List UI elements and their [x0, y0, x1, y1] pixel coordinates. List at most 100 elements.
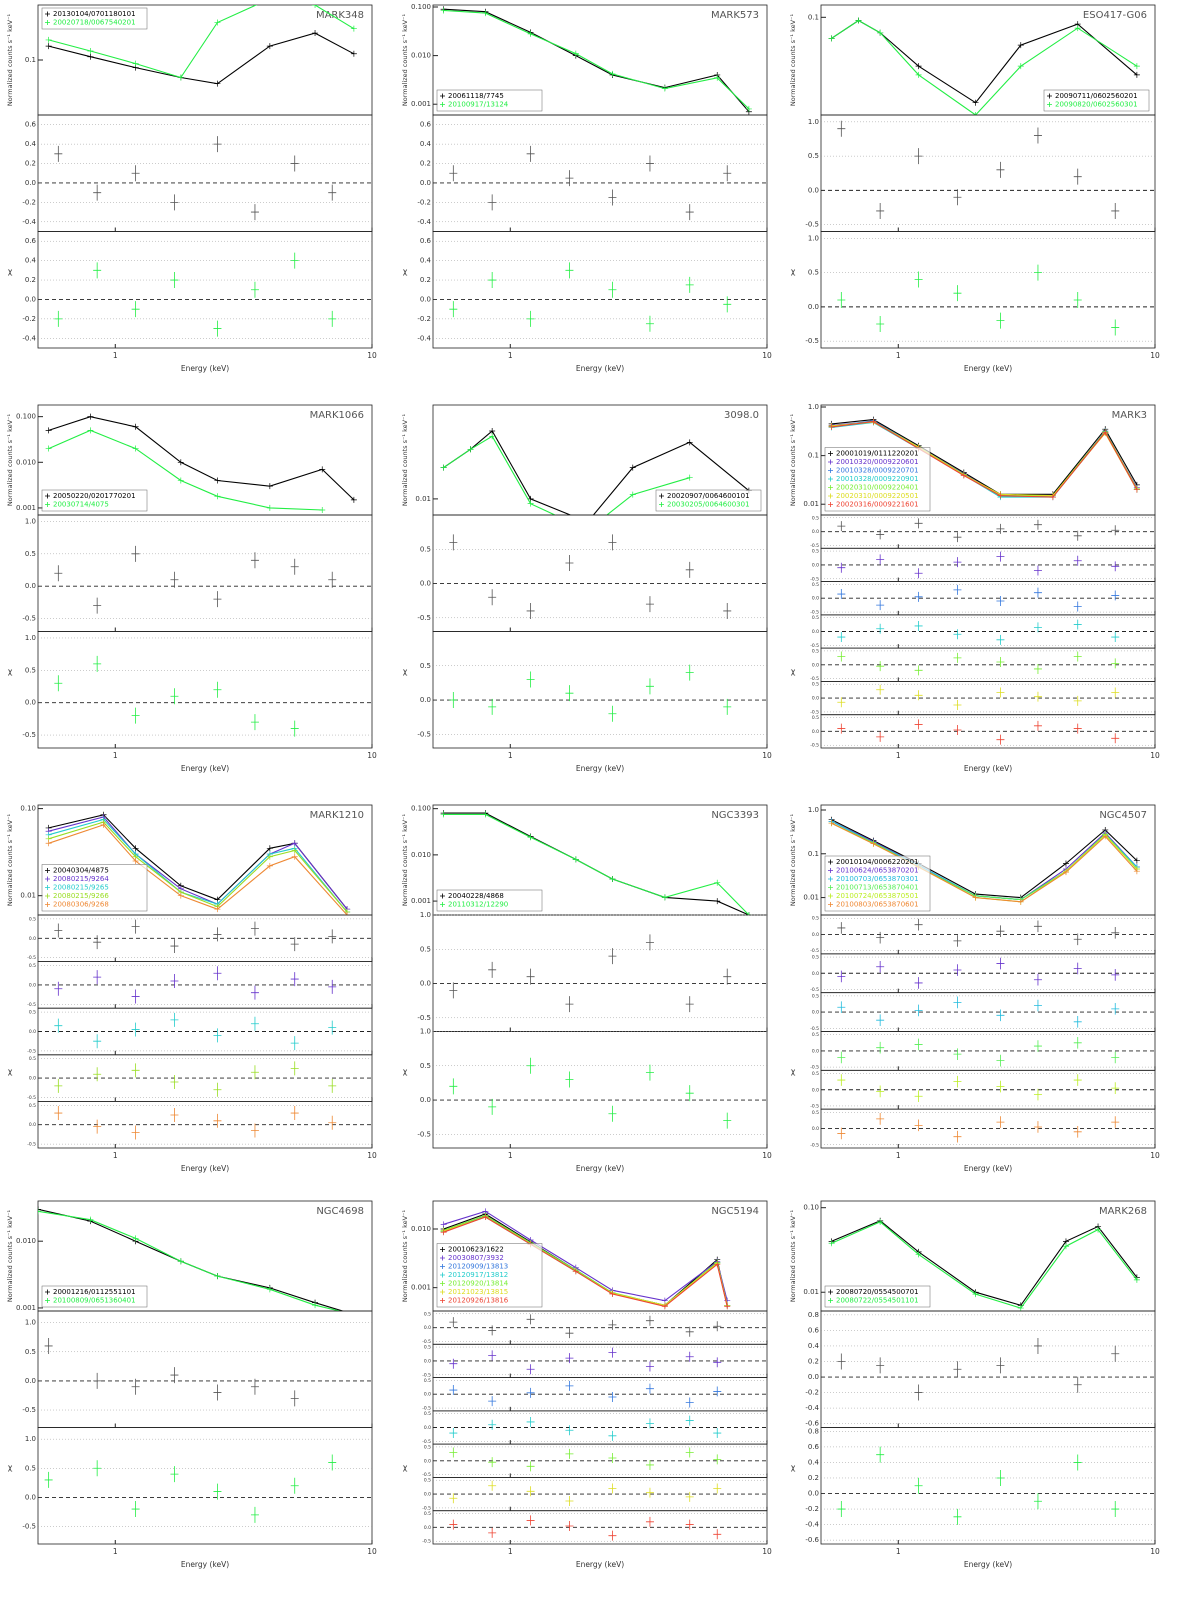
- legend-marker: [45, 876, 50, 882]
- data-point: [87, 1216, 94, 1223]
- data-point: [1017, 1305, 1024, 1311]
- residual-point: [213, 1028, 222, 1043]
- y-axis-label: Normalized counts s⁻¹ keV⁻¹: [6, 14, 14, 107]
- legend-label: 20040304/4875: [53, 867, 109, 875]
- residual-point: [328, 979, 337, 994]
- residual-point: [713, 1529, 722, 1540]
- data-point: [440, 464, 447, 471]
- r-tick-label: 0.5: [420, 662, 431, 670]
- model-line: [443, 1210, 728, 1302]
- residual-point: [1111, 1003, 1120, 1015]
- legend-marker: [45, 20, 50, 25]
- y-axis-label: Normalized counts s⁻¹ keV⁻¹: [789, 414, 797, 507]
- r-tick-label: 0.4: [420, 140, 432, 148]
- r-tick-label: -0.5: [422, 1406, 431, 1412]
- residual-point: [328, 1078, 337, 1093]
- data-point: [45, 445, 52, 452]
- model-line: [831, 1220, 1138, 1306]
- data-point: [724, 1303, 731, 1310]
- legend-marker: [440, 1272, 445, 1278]
- x-tick-label: 10: [367, 1547, 377, 1556]
- x-tick-label: 1: [113, 1151, 118, 1160]
- residual-point: [1111, 733, 1120, 744]
- residual-point: [608, 705, 617, 722]
- residual-point: [685, 1415, 694, 1426]
- r-tick-label: -0.5: [422, 1505, 431, 1511]
- r-tick-label: -0.5: [22, 731, 36, 739]
- residual-point: [608, 1430, 617, 1441]
- residual-point: [449, 1358, 458, 1369]
- y-axis-label: Normalized counts s⁻¹ keV⁻¹: [401, 814, 409, 907]
- residual-point: [170, 571, 179, 588]
- residual-point: [953, 1048, 962, 1060]
- residual-point: [93, 655, 102, 672]
- residual-point: [837, 970, 846, 983]
- residual-point: [1073, 1015, 1082, 1028]
- r-tick-label: 0.5: [812, 582, 819, 588]
- legend-label: 20020316/0009221601: [836, 501, 919, 509]
- residual-frame: [432, 514, 768, 632]
- data-point: [266, 43, 273, 50]
- residual-point: [876, 1085, 885, 1098]
- residual-frame: [432, 1031, 768, 1149]
- r-tick-label: 0.0: [812, 596, 819, 602]
- r-tick-label: 0.5: [424, 1411, 431, 1417]
- y-axis-label: Normalized counts s⁻¹ keV⁻¹: [6, 414, 14, 507]
- residual-point: [608, 1530, 617, 1541]
- residual-point: [685, 204, 694, 221]
- data-point: [350, 25, 357, 32]
- r-tick-label: 1.0: [808, 118, 819, 126]
- r-tick-label: -0.5: [810, 610, 819, 616]
- chart-title: MARK573: [711, 10, 759, 21]
- legend-marker: [659, 493, 664, 499]
- residual-point: [565, 554, 574, 571]
- residual-point: [1033, 999, 1042, 1012]
- r-tick-label: -0.5: [422, 1472, 431, 1478]
- residual-point: [953, 189, 962, 206]
- residual-point: [645, 678, 654, 695]
- data-point: [972, 99, 979, 106]
- residual-axis-label: χ: [8, 1067, 13, 1076]
- residual-point: [449, 1385, 458, 1396]
- residual-point: [449, 692, 458, 709]
- residual-point: [488, 1098, 497, 1115]
- residual-point: [213, 966, 222, 981]
- residual-point: [685, 1491, 694, 1502]
- r-tick-label: 0.5: [29, 1056, 36, 1062]
- data-point: [351, 1311, 357, 1317]
- data-point: [870, 418, 877, 425]
- model-line: [38, 1210, 342, 1311]
- chart-title: MARK1066: [310, 410, 364, 421]
- residual-point: [328, 1020, 337, 1035]
- data-point: [38, 1206, 41, 1213]
- model-line: [443, 813, 750, 915]
- y-axis-label: Normalized counts s⁻¹ keV⁻¹: [789, 1210, 797, 1303]
- residual-point: [213, 1082, 222, 1097]
- legend-marker: [440, 893, 445, 899]
- residual-point: [250, 921, 259, 936]
- residual-point: [1073, 695, 1082, 706]
- legend-marker: [828, 902, 833, 907]
- r-tick-label: 0.2: [808, 1474, 819, 1482]
- legend-marker: [440, 102, 445, 107]
- r-tick-label: 0.5: [29, 1103, 36, 1109]
- residual-point: [996, 687, 1005, 698]
- legend-label: 20010328/0009220701: [836, 467, 919, 475]
- r-tick-label: 0.0: [424, 1358, 431, 1364]
- residual-point: [93, 1067, 102, 1082]
- y-tick-label: 0.1: [808, 452, 819, 460]
- r-tick-label: 0.5: [25, 550, 36, 558]
- data-point: [38, 1208, 41, 1215]
- r-tick-label: -0.5: [810, 743, 819, 749]
- residual-point: [290, 937, 299, 952]
- residual-point: [914, 1090, 923, 1103]
- legend-box: [436, 89, 543, 112]
- residual-point: [170, 194, 179, 211]
- residual-point: [1073, 1074, 1082, 1086]
- y-tick-label: 1.0: [808, 806, 819, 814]
- data-point: [87, 413, 94, 420]
- data-point: [972, 894, 979, 901]
- residual-point: [914, 1119, 923, 1132]
- residual-point: [1111, 632, 1120, 643]
